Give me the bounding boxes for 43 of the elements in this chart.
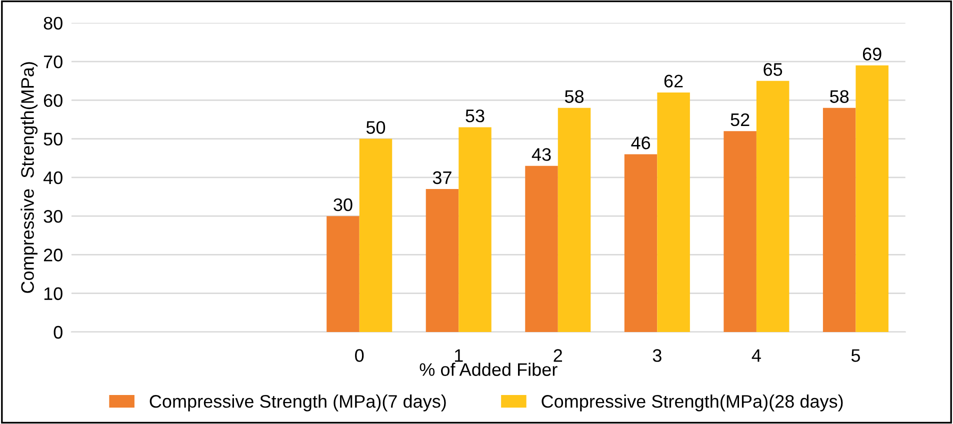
bar: [525, 166, 558, 332]
y-tick-label: 0: [54, 326, 62, 339]
data-label: 43: [532, 148, 551, 161]
y-tick-label: 20: [44, 248, 62, 262]
data-label: 58: [830, 90, 849, 103]
y-tick-label: 80: [44, 16, 62, 30]
bar: [756, 80, 790, 332]
x-tick-label: 1: [454, 349, 463, 362]
x-tick-label: 3: [652, 349, 662, 362]
y-axis-title: Compressive Strength(MPa): [20, 62, 38, 293]
bar: [426, 189, 459, 332]
data-label: 58: [564, 90, 584, 103]
bar: [326, 216, 360, 332]
x-tick-label: 0: [355, 349, 364, 362]
data-label: 37: [432, 171, 452, 184]
data-label: 50: [366, 121, 386, 134]
y-tick-label: 40: [43, 171, 62, 184]
data-label: 30: [334, 198, 352, 212]
bar: [359, 138, 392, 332]
x-tick-label: 2: [554, 349, 562, 362]
legend-label: Compressive Strength(MPa)(28 days): [542, 394, 843, 412]
y-tick-label: 30: [44, 210, 62, 223]
data-label: 52: [730, 113, 750, 126]
y-tick-label: 50: [44, 132, 62, 146]
data-label: 53: [466, 109, 484, 122]
y-tick-label: 10: [44, 287, 62, 300]
y-tick-label: 60: [44, 94, 62, 107]
x-tick-label: 5: [851, 349, 860, 362]
bar: [657, 92, 690, 332]
legend-label: Compressive Strength (MPa)(7 days): [150, 394, 446, 412]
data-label: 69: [862, 48, 882, 60]
bar: [724, 131, 756, 332]
bar: [624, 154, 658, 332]
y-tick-label: 70: [44, 55, 62, 68]
x-axis-title: % of Added Fiber: [420, 362, 558, 376]
data-label: 62: [664, 74, 683, 88]
bar: [822, 108, 856, 332]
bar: [856, 65, 888, 332]
bar: [558, 108, 591, 332]
x-tick-label: 4: [752, 349, 761, 362]
data-label: 46: [631, 136, 650, 150]
bar: [458, 127, 492, 332]
data-label: 65: [764, 63, 782, 76]
